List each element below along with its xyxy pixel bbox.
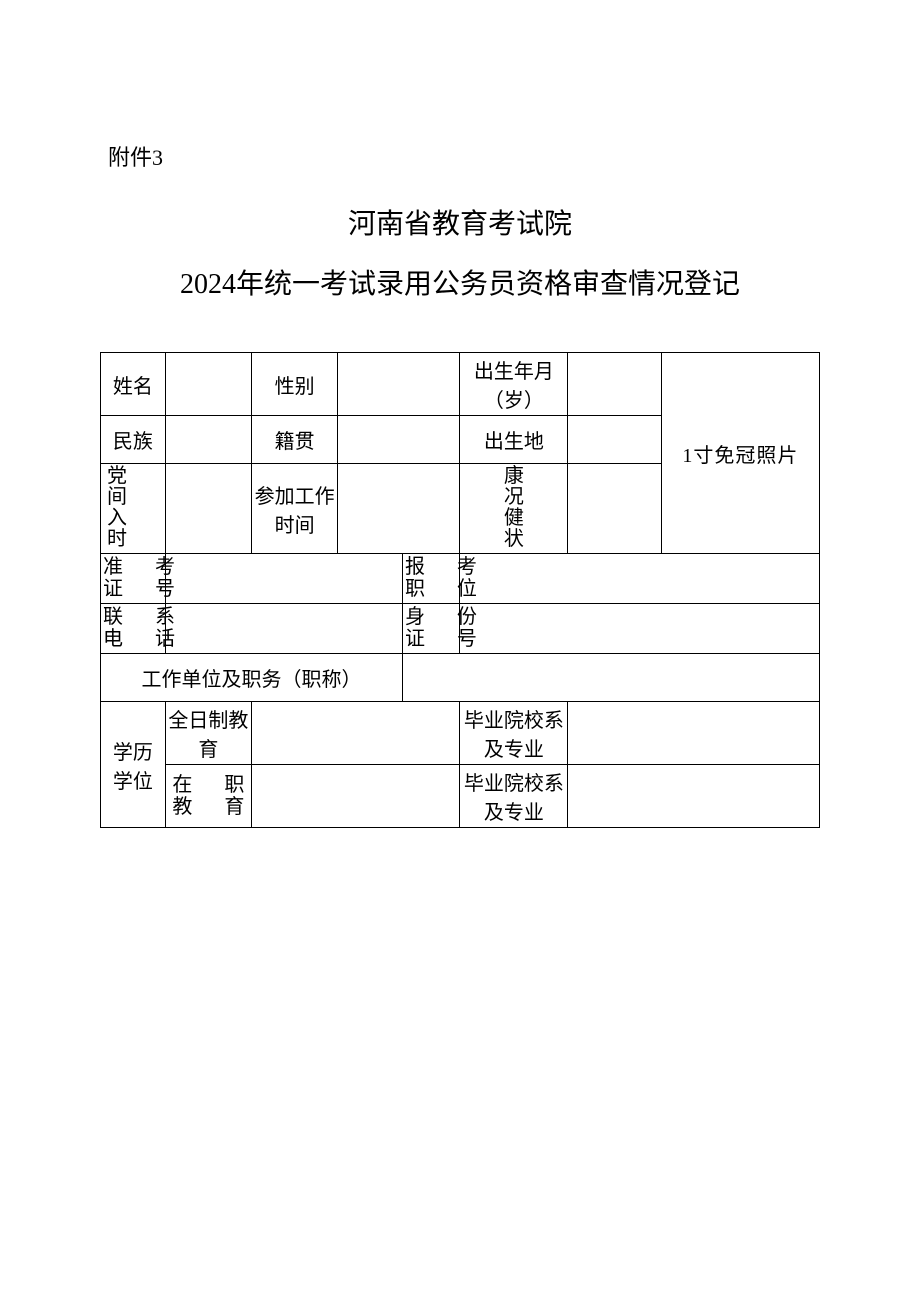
label-parttime-r1: 在 职	[172, 774, 244, 796]
value-phone[interactable]	[165, 604, 402, 654]
label-position: 报 考 职 位	[402, 554, 460, 604]
label-parttime-edu: 在 职 教 育	[165, 765, 251, 828]
value-parttime-edu[interactable]	[251, 765, 459, 828]
label-idcard: 身 份 证 号	[402, 604, 460, 654]
value-work-unit[interactable]	[402, 654, 819, 702]
label-ethnicity: 民族	[101, 416, 166, 464]
value-fulltime-edu[interactable]	[251, 702, 459, 765]
label-health-c2: 况	[504, 487, 524, 508]
label-name: 姓名	[101, 353, 166, 416]
label-exam-id-r1: 准 考	[103, 556, 175, 578]
photo-placeholder[interactable]: 1寸免冠照片	[661, 353, 819, 554]
value-work-start[interactable]	[338, 464, 460, 554]
value-birth[interactable]	[568, 353, 661, 416]
label-parttime-r2: 教 育	[172, 796, 244, 818]
label-health-c1: 康	[504, 466, 524, 487]
value-gender[interactable]	[338, 353, 460, 416]
value-fulltime-school[interactable]	[568, 702, 820, 765]
label-health: 康 况 健 状	[460, 464, 568, 554]
value-position[interactable]	[460, 554, 820, 604]
label-fulltime-edu: 全日制教育	[165, 702, 251, 765]
label-gender: 性别	[251, 353, 337, 416]
value-idcard[interactable]	[460, 604, 820, 654]
label-native-place: 籍贯	[251, 416, 337, 464]
value-health[interactable]	[568, 464, 661, 554]
label-grad-school-1: 毕业院校系及专业	[460, 702, 568, 765]
page-title-line2: 2024年统一考试录用公务员资格审查情况登记	[100, 262, 820, 302]
label-birth-place: 出生地	[460, 416, 568, 464]
value-native-place[interactable]	[338, 416, 460, 464]
label-phone: 联 系 电 话	[101, 604, 166, 654]
label-party-c2: 间	[107, 487, 127, 508]
label-idcard-r2: 证 号	[405, 628, 477, 650]
label-grad-school-2: 毕业院校系及专业	[460, 765, 568, 828]
label-work-start: 参加工作时间	[251, 464, 337, 554]
label-exam-id-r2: 证 号	[103, 578, 175, 600]
label-work-unit: 工作单位及职务（职称）	[101, 654, 403, 702]
value-parttime-school[interactable]	[568, 765, 820, 828]
label-birth: 出生年月（岁）	[460, 353, 568, 416]
value-exam-id[interactable]	[165, 554, 402, 604]
page-title-line1: 河南省教育考试院	[100, 202, 820, 242]
label-exam-id: 准 考 证 号	[101, 554, 166, 604]
label-health-c3: 健	[504, 508, 524, 529]
label-phone-r1: 联 系	[103, 606, 175, 628]
label-position-r2: 职 位	[405, 578, 477, 600]
value-birth-place[interactable]	[568, 416, 661, 464]
value-ethnicity[interactable]	[165, 416, 251, 464]
label-party-c1: 党	[107, 466, 127, 487]
label-phone-r2: 电 话	[103, 628, 175, 650]
label-health-c4: 状	[504, 529, 524, 550]
value-name[interactable]	[165, 353, 251, 416]
label-party-c4: 时	[107, 529, 127, 550]
label-party-c3: 入	[107, 508, 127, 529]
value-party-time[interactable]	[165, 464, 251, 554]
label-party-time: 党 间 入 时	[101, 464, 166, 554]
label-idcard-r1: 身 份	[405, 606, 477, 628]
registration-form-table: 姓名 性别 出生年月（岁） 1寸免冠照片 民族 籍贯 出生地 党 间 入	[100, 352, 820, 828]
attachment-label: 附件3	[100, 140, 820, 172]
label-position-r1: 报 考	[405, 556, 477, 578]
label-edu-degree: 学历学位	[101, 702, 166, 828]
